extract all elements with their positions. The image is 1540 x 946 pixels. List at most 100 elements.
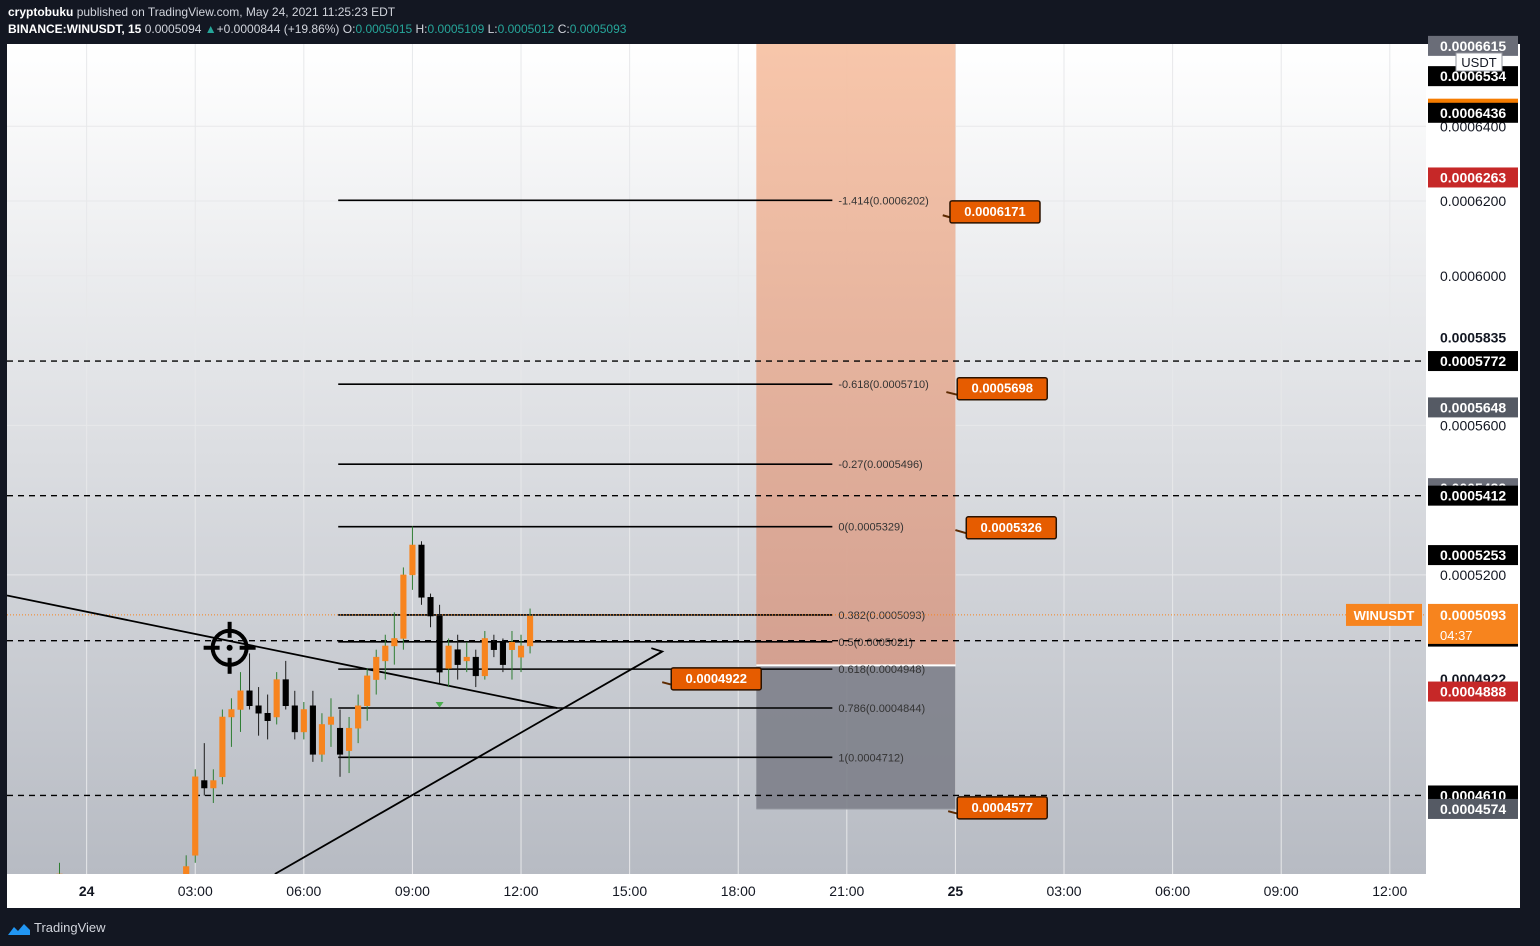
candle-body bbox=[373, 656, 380, 680]
callout-box bbox=[956, 376, 1048, 401]
candle-body bbox=[481, 638, 488, 677]
price-callout: 0.0006171 bbox=[942, 200, 1041, 224]
target-zone bbox=[756, 44, 956, 666]
price-label-text: 0.0005835 bbox=[1440, 329, 1506, 345]
candle-body bbox=[364, 675, 371, 707]
crosshair-target-icon bbox=[203, 621, 256, 674]
candle-body bbox=[391, 638, 398, 647]
fib-level-label: -0.27(0.0005496) bbox=[838, 459, 922, 471]
candle-body bbox=[273, 679, 280, 718]
candle-body bbox=[183, 866, 190, 874]
footer: TradingView bbox=[0, 910, 1540, 946]
price-tick-label: 0.0006200 bbox=[1440, 193, 1506, 209]
candle-body bbox=[282, 679, 289, 707]
callout-box bbox=[949, 200, 1041, 224]
time-tick-label: 09:00 bbox=[1264, 883, 1299, 899]
fib-extension-tool[interactable]: -1.414(0.0006202) -0.618(0.0005710) -0.27(… bbox=[338, 195, 929, 764]
callout-label: 0.0004922 bbox=[686, 671, 747, 686]
time-tick-label: 15:00 bbox=[612, 883, 647, 899]
price-label-text: 0.0005648 bbox=[1440, 399, 1506, 415]
price-callout: 0.0005698 bbox=[946, 376, 1048, 401]
symbol-label-box bbox=[1346, 603, 1422, 626]
time-axis[interactable]: 24 03:00 06:00 09:00 12:00 15:00 18:00 21:00 25 0… bbox=[79, 883, 1408, 899]
price-callout: 0.0005326 bbox=[955, 516, 1058, 540]
price-label-box bbox=[1428, 167, 1518, 188]
callout-label: 0.0005698 bbox=[971, 381, 1032, 396]
close-value: 0.0005093 bbox=[569, 22, 627, 36]
tradingview-logo-icon bbox=[8, 924, 30, 935]
candle-body bbox=[508, 641, 516, 650]
time-tick-label: 06:00 bbox=[1155, 883, 1190, 899]
time-axis-background bbox=[7, 874, 1426, 908]
candle-body bbox=[201, 780, 208, 789]
candle-body bbox=[300, 709, 307, 733]
callout-box bbox=[965, 516, 1058, 540]
time-tick-label: 03:00 bbox=[1046, 883, 1081, 899]
candle-body bbox=[418, 544, 425, 598]
chart-header: cryptobuku published on TradingView.com,… bbox=[0, 0, 1540, 44]
time-tick-label: 09:00 bbox=[395, 883, 430, 899]
published-text: published on TradingView.com, May 24, 20… bbox=[76, 5, 396, 19]
last-price: 0.0005094 bbox=[144, 22, 202, 36]
price-label-box bbox=[1428, 35, 1518, 56]
time-tick-label: 12:00 bbox=[504, 883, 539, 899]
fib-level-label: 0.618(0.0004948) bbox=[838, 664, 925, 676]
up-arrow-icon: ▲ bbox=[204, 22, 217, 36]
open-value: 0.0005015 bbox=[355, 22, 413, 36]
candle-body bbox=[445, 645, 452, 669]
price-callout: 0.0004577 bbox=[947, 796, 1048, 820]
price-callouts[interactable]: 0.0006171 0.0005698 0.0005326 0.0004922 0.00… bbox=[661, 200, 1058, 820]
stop-zone bbox=[756, 665, 956, 809]
candle-body bbox=[228, 709, 235, 718]
candle-body bbox=[355, 705, 362, 729]
fib-level-label: 1(0.0004712) bbox=[838, 752, 903, 764]
price-label-box bbox=[1428, 485, 1518, 506]
price-callout: 0.0004922 bbox=[661, 667, 763, 691]
fib-level-label: 0.382(0.0005093) bbox=[838, 610, 925, 622]
publisher-name[interactable]: cryptobuku bbox=[8, 5, 74, 19]
price-label-text: 0.0005253 bbox=[1440, 547, 1506, 563]
low-value: 0.0005012 bbox=[497, 22, 555, 36]
callout-label: 0.0004577 bbox=[971, 800, 1032, 815]
fib-level-label: 0(0.0005329) bbox=[838, 522, 903, 534]
candle-body bbox=[210, 780, 217, 789]
tradingview-brand[interactable]: TradingView bbox=[34, 920, 106, 935]
candle-body bbox=[400, 574, 407, 639]
price-axis[interactable]: 0.00064000.00062000.00060000.00056000.00… bbox=[1346, 35, 1518, 819]
time-tick-label: 21:00 bbox=[829, 883, 864, 899]
high-value: 0.0005109 bbox=[427, 22, 485, 36]
symbol-label: WINUSDT bbox=[1354, 608, 1415, 623]
price-label-box bbox=[1428, 545, 1518, 566]
descending-trendline bbox=[7, 594, 558, 709]
symbol-title[interactable]: BINANCE:WINUSDT, 15 bbox=[8, 22, 142, 36]
price-tick-label: 0.0006000 bbox=[1440, 268, 1506, 284]
trendline-arrowhead bbox=[650, 647, 665, 659]
price-label-box bbox=[1428, 327, 1518, 348]
axis-background bbox=[1426, 44, 1520, 908]
trend-lines[interactable] bbox=[7, 594, 665, 874]
candle-body bbox=[472, 656, 479, 677]
time-tick-label: 12:00 bbox=[1372, 883, 1407, 899]
publish-line: cryptobuku published on TradingView.com,… bbox=[8, 5, 395, 19]
candle-body bbox=[318, 724, 325, 755]
current-price-box bbox=[1428, 603, 1518, 644]
candle-body bbox=[336, 727, 344, 755]
horizontal-levels[interactable] bbox=[7, 360, 1426, 797]
candle-body bbox=[490, 641, 497, 650]
callout-label: 0.0006171 bbox=[964, 204, 1025, 219]
plot-background bbox=[7, 44, 1426, 874]
long-position-tool[interactable] bbox=[756, 44, 956, 810]
price-label-box bbox=[1428, 397, 1518, 418]
price-label-box bbox=[1428, 681, 1518, 702]
candle-body bbox=[264, 712, 271, 721]
currency-label: USDT bbox=[1461, 55, 1496, 70]
candle-body bbox=[517, 645, 525, 658]
price-tick-label: 0.0005600 bbox=[1440, 417, 1506, 433]
time-tick-label: 06:00 bbox=[286, 883, 321, 899]
candle-body bbox=[192, 776, 199, 856]
candle-body bbox=[436, 615, 443, 673]
price-label-text: 0.0004574 bbox=[1440, 801, 1506, 817]
price-chart[interactable]: -1.414(0.0006202) -0.618(0.0005710) -0.27(… bbox=[0, 0, 1540, 910]
price-label-text: 0.0005412 bbox=[1440, 488, 1506, 504]
candle-body bbox=[382, 645, 389, 662]
